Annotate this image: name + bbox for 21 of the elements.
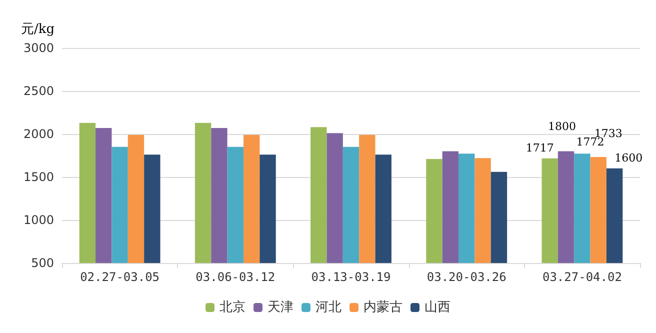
legend-label: 北京 [220, 300, 246, 315]
y-tick-label: 2000 [23, 127, 54, 141]
data-label: 1800 [548, 120, 576, 134]
data-label: 1717 [526, 141, 554, 154]
y-tick-label: 2500 [23, 84, 54, 98]
x-tick-label: 03.13-03.19 [311, 270, 391, 284]
legend-label: 内蒙古 [364, 300, 402, 315]
legend-label: 河北 [316, 300, 342, 315]
y-tick-label: 500 [31, 256, 54, 270]
y-tick-label: 1000 [23, 213, 54, 227]
legend-label: 山西 [424, 300, 450, 315]
x-tick-label: 03.27-04.02 [542, 270, 622, 284]
x-tick-label: 02.27-03.05 [80, 270, 160, 284]
y-tick-label: 3000 [23, 41, 54, 55]
data-label: 1600 [614, 151, 643, 164]
y-axis-title: 元/kg [21, 22, 55, 37]
x-tick-label: 03.20-03.26 [426, 270, 506, 284]
y-tick-label: 1500 [23, 170, 54, 184]
legend-label: 天津 [268, 300, 294, 315]
data-label: 1772 [576, 136, 604, 149]
x-tick-label: 03.06-03.12 [196, 270, 276, 284]
